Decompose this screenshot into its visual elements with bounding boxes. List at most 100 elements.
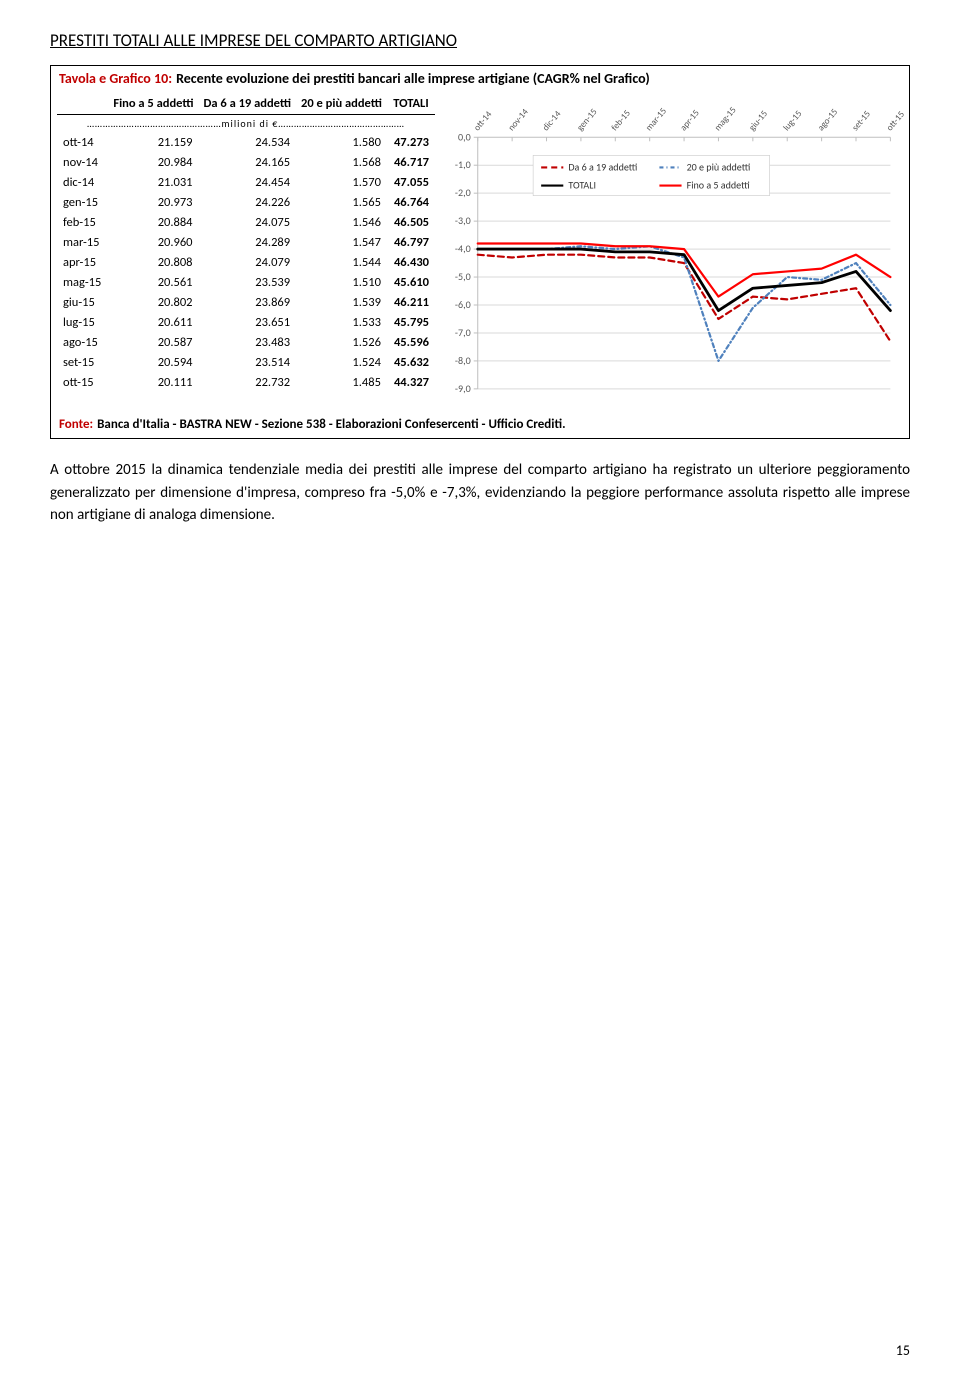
svg-text:-6,0: -6,0 <box>455 298 471 311</box>
table-header-cell: TOTALI <box>387 93 435 115</box>
table-cell: 45.632 <box>387 352 435 372</box>
svg-text:-2,0: -2,0 <box>455 186 471 199</box>
table-cell: 46.430 <box>387 252 435 272</box>
table-cell: ago-15 <box>57 332 108 352</box>
table-row: gen-1520.97324.2261.56546.764 <box>57 192 435 212</box>
table-cell: mag-15 <box>57 272 108 292</box>
table-cell: 21.159 <box>108 132 198 152</box>
table-cell: 1.510 <box>296 272 387 292</box>
table-cell: 23.539 <box>199 272 297 292</box>
table-cell: 22.732 <box>199 372 297 392</box>
table-cell: 20.587 <box>108 332 198 352</box>
table-cell: 20.973 <box>108 192 198 212</box>
figure-panel: Tavola e Grafico 10: Recente evoluzione … <box>50 65 910 439</box>
source-note: Fonte: Banca d'Italia - BASTRA NEW - Sez… <box>51 413 909 438</box>
svg-text:Fino a 5 addetti: Fino a 5 addetti <box>687 179 751 192</box>
table-cell: gen-15 <box>57 192 108 212</box>
svg-text:feb-15: feb-15 <box>609 108 633 134</box>
table-cell: 1.568 <box>296 152 387 172</box>
table-header-cell: Da 6 a 19 addetti <box>199 93 297 115</box>
table-cell: lug-15 <box>57 312 108 332</box>
svg-text:TOTALI: TOTALI <box>568 179 596 192</box>
section-title: PRESTITI TOTALI ALLE IMPRESE DEL COMPART… <box>50 30 910 51</box>
table-row: giu-1520.80223.8691.53946.211 <box>57 292 435 312</box>
table-row: feb-1520.88424.0751.54646.505 <box>57 212 435 232</box>
table-cell: 1.580 <box>296 132 387 152</box>
svg-text:ago-15: ago-15 <box>815 106 840 133</box>
line-chart: ott-14nov-14dic-14gen-15feb-15mar-15apr-… <box>441 97 905 409</box>
table-cell: 20.111 <box>108 372 198 392</box>
svg-text:-9,0: -9,0 <box>455 382 471 395</box>
svg-text:0,0: 0,0 <box>458 130 471 143</box>
panel-title-red: Tavola e Grafico 10: <box>59 70 172 87</box>
table-cell: 20.960 <box>108 232 198 252</box>
svg-text:mag-15: mag-15 <box>712 104 739 133</box>
table-row: mag-1520.56123.5391.51045.610 <box>57 272 435 292</box>
svg-text:dic-14: dic-14 <box>540 108 563 133</box>
table-cell: 46.797 <box>387 232 435 252</box>
table-cell: 46.211 <box>387 292 435 312</box>
table-cell: 46.505 <box>387 212 435 232</box>
table-cell: 1.524 <box>296 352 387 372</box>
table-cell: 1.565 <box>296 192 387 212</box>
source-label: Fonte: <box>59 417 93 432</box>
table-cell: nov-14 <box>57 152 108 172</box>
svg-text:ott-15: ott-15 <box>884 109 905 133</box>
svg-text:20 e più addetti: 20 e più addetti <box>687 160 751 173</box>
table-cell: 47.055 <box>387 172 435 192</box>
table-cell: 46.764 <box>387 192 435 212</box>
table-cell: 45.610 <box>387 272 435 292</box>
source-text: Banca d'Italia - BASTRA NEW - Sezione 53… <box>97 417 565 432</box>
svg-text:-7,0: -7,0 <box>455 326 471 339</box>
svg-text:mar-15: mar-15 <box>644 106 670 134</box>
panel-title-black: Recente evoluzione dei prestiti bancari … <box>176 70 650 87</box>
table-row: ott-1520.11122.7321.48544.327 <box>57 372 435 392</box>
table-cell: apr-15 <box>57 252 108 272</box>
table-cell: 1.533 <box>296 312 387 332</box>
svg-text:gen-15: gen-15 <box>575 106 600 133</box>
table-cell: 20.984 <box>108 152 198 172</box>
table-container: Fino a 5 addettiDa 6 a 19 addetti20 e pi… <box>51 93 441 396</box>
table-cell: 1.526 <box>296 332 387 352</box>
table-row: apr-1520.80824.0791.54446.430 <box>57 252 435 272</box>
table-cell: 20.561 <box>108 272 198 292</box>
table-cell: dic-14 <box>57 172 108 192</box>
table-cell: 20.594 <box>108 352 198 372</box>
svg-text:Da 6 a 19 addetti: Da 6 a 19 addetti <box>568 160 637 173</box>
chart-container: ott-14nov-14dic-14gen-15feb-15mar-15apr-… <box>441 93 909 413</box>
table-row: ott-1421.15924.5341.58047.273 <box>57 132 435 152</box>
table-row: ago-1520.58723.4831.52645.596 <box>57 332 435 352</box>
table-row: mar-1520.96024.2891.54746.797 <box>57 232 435 252</box>
table-cell: 45.795 <box>387 312 435 332</box>
table-cell: 21.031 <box>108 172 198 192</box>
table-row: lug-1520.61123.6511.53345.795 <box>57 312 435 332</box>
svg-text:-3,0: -3,0 <box>455 214 471 227</box>
table-cell: 24.534 <box>199 132 297 152</box>
svg-text:-8,0: -8,0 <box>455 354 471 367</box>
units-label: ……………………………………………milioni di €……………………………… <box>57 115 435 133</box>
table-cell: 23.483 <box>199 332 297 352</box>
table-cell: mar-15 <box>57 232 108 252</box>
svg-text:set-15: set-15 <box>850 108 873 133</box>
table-cell: giu-15 <box>57 292 108 312</box>
table-header-row: Fino a 5 addettiDa 6 a 19 addetti20 e pi… <box>57 93 435 115</box>
svg-text:apr-15: apr-15 <box>678 107 702 133</box>
table-cell: 24.289 <box>199 232 297 252</box>
table-cell: 23.869 <box>199 292 297 312</box>
table-cell: 44.327 <box>387 372 435 392</box>
table-row: nov-1420.98424.1651.56846.717 <box>57 152 435 172</box>
table-cell: 24.226 <box>199 192 297 212</box>
table-cell: feb-15 <box>57 212 108 232</box>
table-cell: 24.075 <box>199 212 297 232</box>
table-header-cell: 20 e più addetti <box>296 93 387 115</box>
svg-text:ott-14: ott-14 <box>472 109 495 133</box>
table-cell: 20.808 <box>108 252 198 272</box>
svg-text:lug-15: lug-15 <box>781 108 804 133</box>
table-cell: 1.485 <box>296 372 387 392</box>
panel-title: Tavola e Grafico 10: Recente evoluzione … <box>51 66 909 93</box>
table-cell: 24.165 <box>199 152 297 172</box>
table-cell: 1.539 <box>296 292 387 312</box>
table-cell: 47.273 <box>387 132 435 152</box>
table-cell: 23.514 <box>199 352 297 372</box>
table-header-cell: Fino a 5 addetti <box>108 93 198 115</box>
